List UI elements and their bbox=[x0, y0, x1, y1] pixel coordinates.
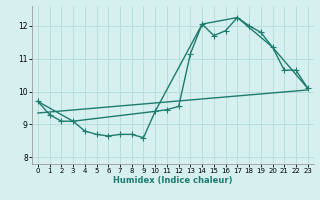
X-axis label: Humidex (Indice chaleur): Humidex (Indice chaleur) bbox=[113, 176, 233, 185]
